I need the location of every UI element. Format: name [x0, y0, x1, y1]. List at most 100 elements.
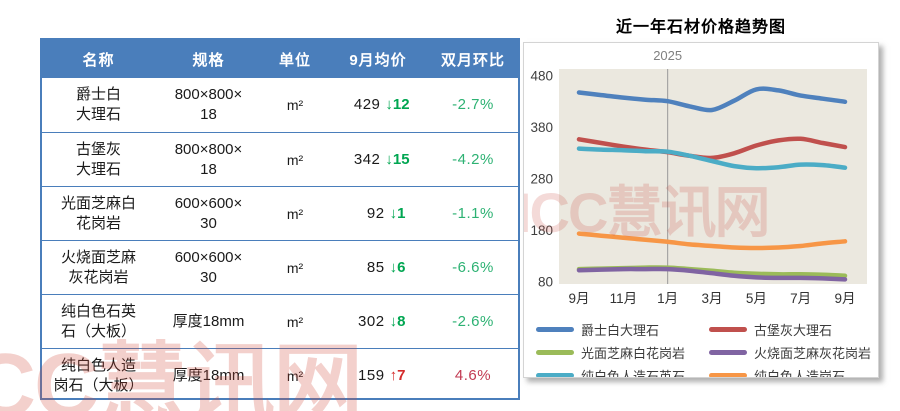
plot-area — [559, 69, 867, 284]
series-line — [576, 231, 848, 251]
series-line — [576, 146, 848, 171]
unit-value: m² — [286, 367, 304, 384]
mom-value: 4.6% — [454, 366, 492, 384]
legend-label: 纯白色人造石英石 — [581, 369, 686, 378]
x-axis-tick: 11月 — [610, 291, 638, 306]
spec-value: 800×800× 18 — [174, 86, 243, 123]
header-cell-price: 9月均价 — [349, 51, 407, 69]
price-table: 名称 规格 单位 9月均价 双月环比 爵士白 大理石 800×800× 18 m² 4… — [40, 38, 520, 400]
series-line — [576, 266, 848, 282]
x-axis-tick: 3月 — [701, 291, 722, 306]
mom-cell: -4.2% — [428, 133, 518, 186]
legend-line-swatch — [536, 350, 574, 355]
series-line — [576, 136, 848, 161]
chart-legend: 爵士白大理石 古堡灰大理石光面芝麻白花岗岩 火烧面芝麻灰花岗岩纯白色人造石英石 纯白色… — [536, 318, 876, 378]
price-cell: 342 ↓15 — [328, 133, 428, 186]
table-row: 火烧面芝麻 灰花岗岩 600×600× 30 m² 85 ↓6 -6.6% — [42, 240, 518, 294]
price-value: 92 — [366, 204, 385, 222]
down-arrow-icon: ↓15 — [385, 150, 410, 168]
table-row: 纯白色人造 岗石（大板） 厚度18mm m² 159 ↑7 4.6% — [42, 348, 518, 402]
x-axis-tick: 5月 — [746, 291, 767, 306]
price-value: 85 — [366, 258, 385, 276]
y-axis-tick: 180 — [530, 223, 553, 238]
spec-value: 厚度18mm — [172, 312, 245, 330]
stone-name: 火烧面芝麻 灰花岗岩 — [60, 248, 136, 286]
year-label: 2025 — [653, 48, 682, 63]
stone-name: 爵士白 大理石 — [75, 86, 121, 123]
legend-item: 爵士白大理石 — [536, 318, 709, 341]
unit-value: m² — [286, 259, 304, 276]
stone-name: 纯白色石英 石（大板） — [60, 302, 136, 340]
y-axis-tick: 480 — [530, 69, 553, 84]
spec-cell: 800×800× 18 — [155, 78, 262, 132]
legend-label: 爵士白大理石 — [581, 323, 660, 338]
unit-cell: m² — [262, 133, 328, 186]
header-cell-unit: 单位 — [278, 51, 311, 69]
header-cell-mom: 双月环比 — [440, 51, 505, 69]
table-row: 爵士白 大理石 800×800× 18 m² 429 ↓12 -2.7% — [42, 78, 518, 132]
stone-name: 光面芝麻白 花岗岩 — [60, 194, 136, 232]
mom-value: -2.7% — [452, 96, 494, 113]
trend-chart: 2025 480 380 280 180 80 9月 11月 1月 3月 5月 7月 9月 — [530, 48, 867, 306]
mom-cell: -1.1% — [428, 187, 518, 240]
price-cell: 429 ↓12 — [328, 78, 428, 132]
price-value: 429 — [353, 96, 381, 113]
stone-name: 纯白色人造 岗石（大板） — [53, 356, 144, 394]
down-arrow-icon: ↓6 — [389, 258, 406, 276]
legend-label: 火烧面芝麻灰花岗岩 — [754, 346, 872, 361]
table-body: 爵士白 大理石 800×800× 18 m² 429 ↓12 -2.7% 古堡灰 大理石 80… — [42, 78, 518, 402]
spec-value: 600×600× 30 — [174, 194, 243, 232]
unit-cell: m² — [262, 241, 328, 294]
unit-value: m² — [286, 151, 304, 168]
up-arrow-icon: ↑7 — [389, 366, 406, 384]
down-arrow-icon: ↓1 — [389, 204, 406, 222]
unit-cell: m² — [262, 78, 328, 132]
unit-value: m² — [286, 97, 304, 113]
spec-cell: 800×800× 18 — [155, 133, 262, 186]
spec-cell: 厚度18mm — [155, 349, 262, 402]
spec-value: 厚度18mm — [172, 366, 245, 384]
y-axis-tick: 80 — [538, 275, 553, 290]
spec-cell: 600×600× 30 — [155, 187, 262, 240]
stone-name-cell: 火烧面芝麻 灰花岗岩 — [42, 241, 155, 294]
legend-line-swatch — [709, 327, 747, 332]
header-cell-spec: 规格 — [192, 51, 225, 69]
mom-cell: 4.6% — [428, 349, 518, 402]
legend-item: 古堡灰大理石 — [709, 318, 876, 341]
legend-label: 光面芝麻白花岗岩 — [581, 346, 686, 361]
legend-line-swatch — [709, 350, 747, 355]
legend-label: 纯白色人造岗石 — [754, 369, 846, 378]
unit-value: m² — [286, 205, 304, 222]
spec-cell: 厚度18mm — [155, 295, 262, 348]
price-cell: 92 ↓1 — [328, 187, 428, 240]
price-value: 342 — [353, 150, 381, 168]
y-axis-tick: 380 — [530, 120, 553, 135]
stone-name-cell: 纯白色石英 石（大板） — [42, 295, 155, 348]
stone-name-cell: 古堡灰 大理石 — [42, 133, 155, 186]
stone-name-cell: 爵士白 大理石 — [42, 78, 155, 132]
price-cell: 85 ↓6 — [328, 241, 428, 294]
spec-value: 800×800× 18 — [174, 140, 243, 178]
chart-panel: 2025 480 380 280 180 80 9月 11月 1月 3月 5月 7月 9月 爵士白大理石… — [523, 42, 879, 378]
table-header-row: 名称 规格 单位 9月均价 双月环比 — [42, 40, 518, 78]
mom-value: -2.6% — [452, 312, 494, 330]
legend-item: 火烧面芝麻灰花岗岩 — [709, 341, 876, 364]
legend-item: 光面芝麻白花岗岩 — [536, 341, 709, 364]
stone-name-cell: 光面芝麻白 花岗岩 — [42, 187, 155, 240]
x-axis-tick: 7月 — [790, 291, 811, 306]
down-arrow-icon: ↓8 — [389, 312, 406, 330]
legend-label: 古堡灰大理石 — [754, 323, 833, 338]
spec-cell: 600×600× 30 — [155, 241, 262, 294]
unit-cell: m² — [262, 349, 328, 402]
mom-cell: -6.6% — [428, 241, 518, 294]
y-axis-tick: 280 — [530, 172, 553, 187]
series-line — [576, 86, 848, 113]
mom-value: -6.6% — [452, 258, 494, 276]
price-value: 302 — [358, 312, 385, 330]
price-cell: 302 ↓8 — [328, 295, 428, 348]
legend-item: 纯白色人造石英石 — [536, 364, 709, 378]
mom-value: -1.1% — [452, 204, 494, 222]
stone-name: 古堡灰 大理石 — [75, 140, 121, 178]
price-cell: 159 ↑7 — [328, 349, 428, 402]
